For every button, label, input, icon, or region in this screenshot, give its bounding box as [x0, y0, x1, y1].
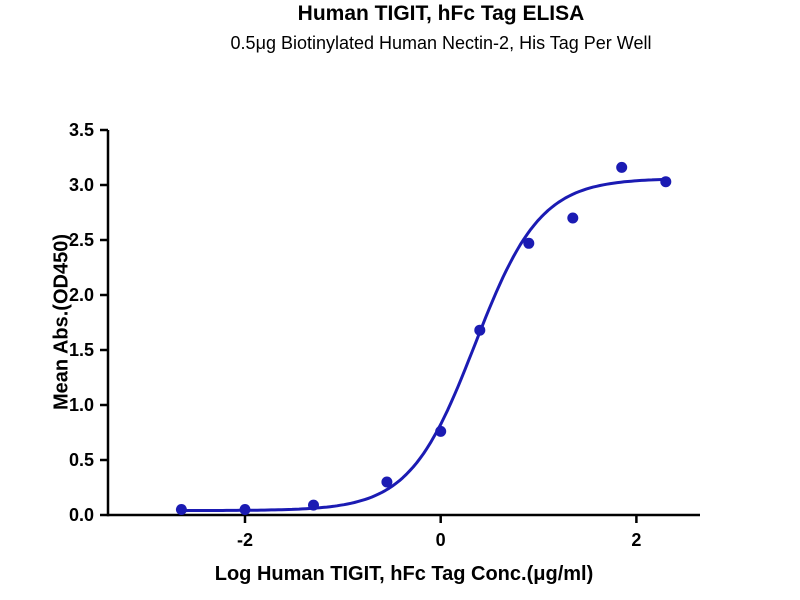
data-point — [523, 237, 535, 249]
data-point — [616, 161, 628, 173]
data-point — [308, 499, 319, 511]
fit-curve — [179, 177, 668, 513]
x-tick-label: 0 — [436, 530, 446, 550]
y-tick-label: 2.5 — [69, 230, 94, 250]
data-point — [239, 504, 251, 515]
data-point — [474, 324, 486, 336]
chart-subtitle: 0.5μg Biotinylated Human Nectin-2, His T… — [230, 33, 652, 53]
x-axis-label: Log Human TIGIT, hFc Tag Conc.(μg/ml) — [214, 563, 594, 585]
data-point — [567, 212, 579, 224]
data-point — [660, 176, 672, 188]
y-tick-label: 3.0 — [69, 175, 94, 195]
x-tick-label: -2 — [237, 530, 253, 550]
y-axis-label: Mean Abs.(OD450) — [50, 234, 73, 410]
y-tick-label: 1.0 — [69, 395, 94, 415]
y-tick-label: 1.5 — [69, 340, 94, 360]
y-tick-label: 2.0 — [69, 285, 94, 305]
y-tick-label: 0.0 — [69, 505, 94, 525]
y-tick-label: 3.5 — [69, 120, 94, 140]
data-point — [381, 476, 393, 488]
data-point — [175, 504, 187, 515]
chart-title: Human TIGIT, hFc Tag ELISA — [297, 2, 585, 25]
y-tick-label: 0.5 — [69, 450, 94, 470]
data-point — [435, 425, 447, 437]
x-tick-label: 2 — [631, 530, 641, 550]
